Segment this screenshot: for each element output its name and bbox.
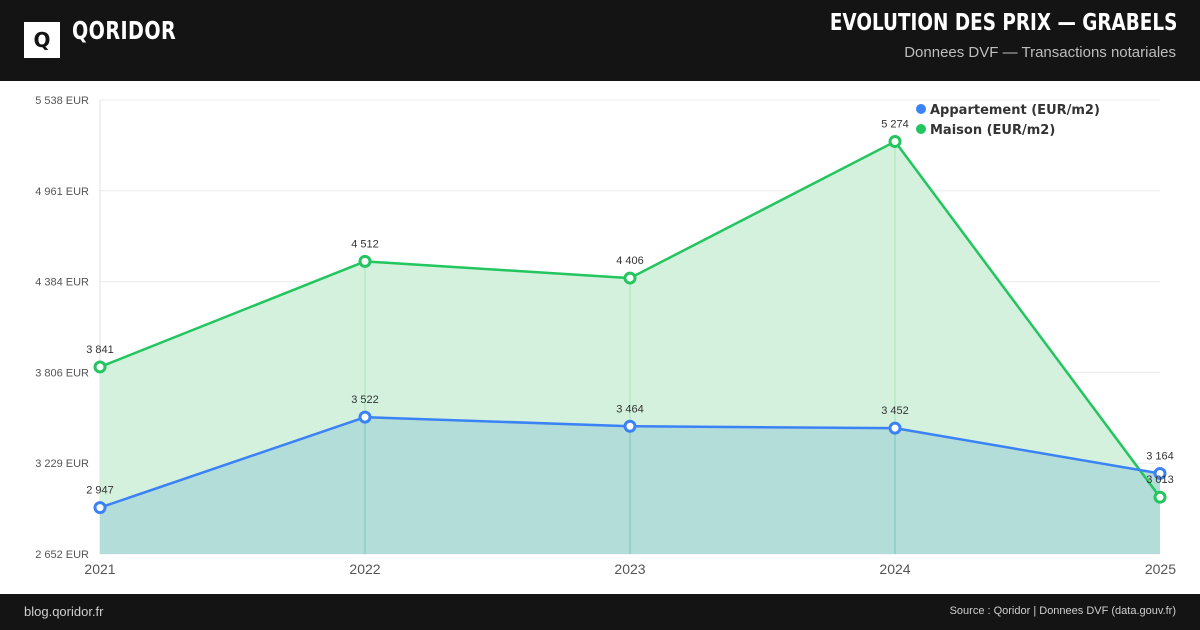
data-label: 3 522 xyxy=(351,394,379,406)
data-point xyxy=(888,421,902,435)
y-tick-label: 3 806 EUR xyxy=(35,367,89,379)
x-tick-label: 2022 xyxy=(349,561,380,577)
x-tick-label: 2021 xyxy=(84,561,115,577)
legend-marker xyxy=(916,124,926,134)
chart-subtitle: Donnees DVF — Transactions notariales xyxy=(904,44,1176,61)
y-tick-label: 4 961 EUR xyxy=(35,186,89,198)
y-tick-label: 3 229 EUR xyxy=(35,458,89,470)
price-chart: 2 652 EUR 3 229 EUR 3 806 EUR 4 384 EUR 4 96… xyxy=(35,95,1176,577)
chart-title: EVOLUTION DES PRIX — GRABELS xyxy=(829,10,1177,36)
data-label: 3 013 xyxy=(1146,474,1174,486)
data-point xyxy=(93,360,107,374)
data-point xyxy=(1153,490,1167,504)
data-point xyxy=(623,419,637,433)
data-point xyxy=(358,410,372,424)
data-point xyxy=(623,271,637,285)
x-tick-label: 2023 xyxy=(614,561,645,577)
data-point xyxy=(93,501,107,515)
legend-marker xyxy=(916,104,926,114)
y-tick-label: 4 384 EUR xyxy=(35,277,89,289)
data-label: 3 452 xyxy=(881,405,909,417)
data-label: 3 841 xyxy=(86,344,114,356)
source-credit: Source : Qoridor | Donnees DVF (data.gou… xyxy=(949,605,1176,617)
data-label: 4 512 xyxy=(351,238,379,250)
brand-logo: Q xyxy=(24,22,60,58)
data-label: 4 406 xyxy=(616,255,644,267)
data-label: 3 164 xyxy=(1146,450,1174,462)
header-bar: Q QORIDOR EVOLUTION DES PRIX — GRABELS D… xyxy=(0,0,1200,81)
legend-label: Appartement (EUR/m2) xyxy=(930,103,1100,118)
footer-bar: blog.qoridor.fr Source : Qoridor | Donne… xyxy=(0,594,1200,630)
y-tick-label: 5 538 EUR xyxy=(35,95,89,107)
data-label: 2 947 xyxy=(86,485,114,497)
data-point xyxy=(358,254,372,268)
legend-label: Maison (EUR/m2) xyxy=(930,123,1055,138)
y-tick-label: 2 652 EUR xyxy=(35,549,89,561)
data-label: 5 274 xyxy=(881,119,909,131)
data-point xyxy=(1153,466,1167,480)
brand-name: QORIDOR xyxy=(72,16,177,45)
data-label: 3 464 xyxy=(616,403,644,415)
series-area-0 xyxy=(100,417,1160,554)
x-tick-label: 2025 xyxy=(1145,561,1176,577)
data-point xyxy=(888,135,902,149)
x-tick-label: 2024 xyxy=(879,561,910,577)
blog-url: blog.qoridor.fr xyxy=(24,604,104,619)
